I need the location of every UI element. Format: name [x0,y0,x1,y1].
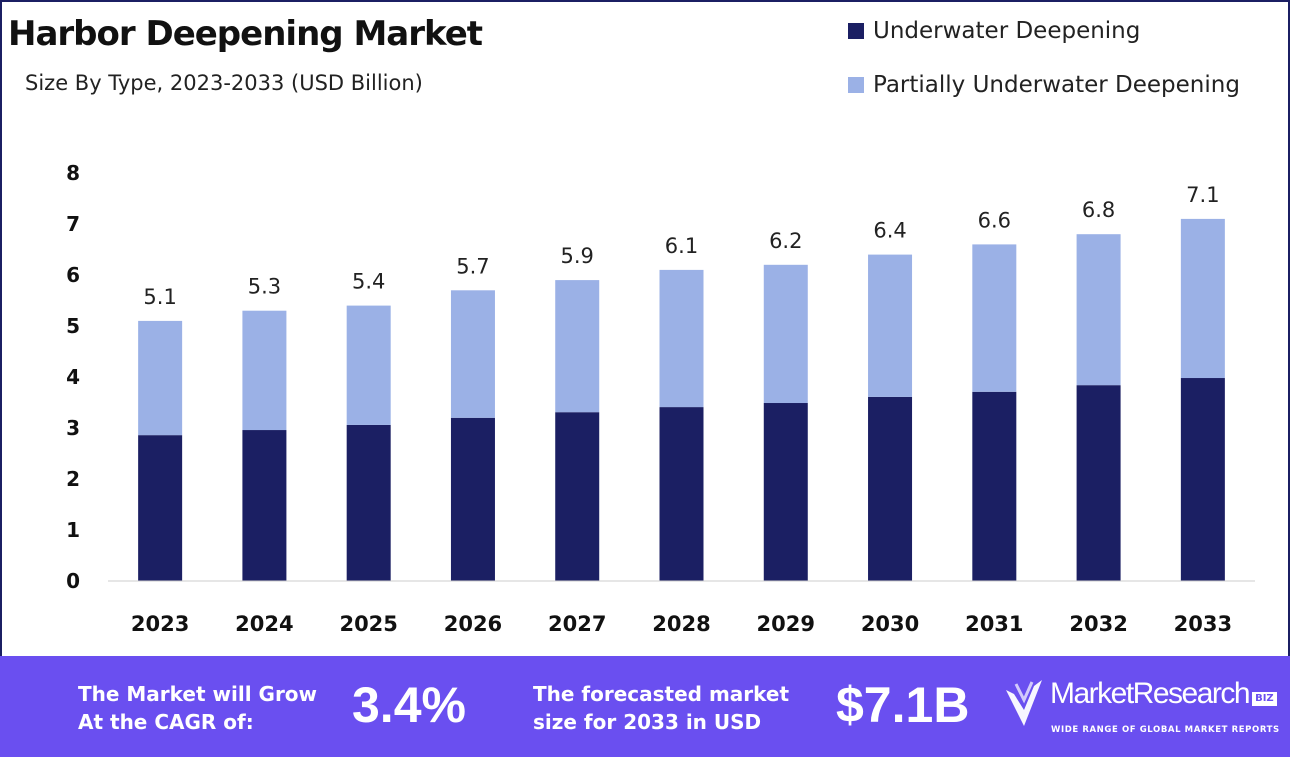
y-tick-label: 1 [66,518,80,542]
x-tick-label: 2023 [131,612,189,636]
bar-partially-underwater [659,269,704,408]
cagr-label-line: At the CAGR of: [78,710,254,734]
bar-underwater [1076,385,1121,581]
bar-partially-underwater [346,305,391,425]
bar-partially-underwater [1180,218,1225,379]
bar-partially-underwater [450,290,495,418]
x-tick-label: 2032 [1069,612,1127,636]
bar-underwater [346,424,391,581]
logo-badge: BIZ [1252,692,1277,706]
bar-underwater [138,435,183,581]
data-label: 6.4 [873,219,906,243]
data-label: 6.8 [1082,198,1115,222]
bar-underwater [659,407,704,581]
data-label: 7.1 [1186,183,1219,207]
y-tick-label: 4 [66,365,80,389]
y-tick-label: 0 [66,569,80,593]
x-tick-label: 2031 [965,612,1023,636]
y-tick-label: 3 [66,416,80,440]
bar-underwater [763,403,808,581]
y-tick-label: 6 [66,263,80,287]
x-tick-label: 2033 [1174,612,1232,636]
logo: MarketResearch BIZ WIDE RANGE OF GLOBAL … [1004,674,1289,744]
data-label: 6.2 [769,229,802,253]
bar-partially-underwater [1076,234,1121,386]
forecast-label-line: size for 2033 in USD [533,710,762,734]
legend-swatch [848,77,864,93]
data-label: 5.7 [456,254,489,278]
y-tick-label: 7 [66,212,80,236]
x-tick-label: 2024 [235,612,293,636]
y-tick-label: 8 [66,161,80,185]
chart-subtitle: Size By Type, 2023-2033 (USD Billion) [25,71,423,95]
footer-banner: The Market will Grow At the CAGR of: 3.4%… [0,656,1290,757]
data-label: 5.1 [143,285,176,309]
x-tick-label: 2030 [861,612,919,636]
logo-text: MarketResearch [1050,677,1251,710]
x-tick-label: 2025 [339,612,397,636]
forecast-value: $7.1B [836,677,970,733]
bar-partially-underwater [972,244,1017,392]
checkmark-logo-icon [1006,680,1042,726]
legend-label: Partially Underwater Deepening [873,72,1240,98]
y-tick-label: 2 [66,467,80,491]
data-label: 6.1 [665,234,698,258]
x-tick-label: 2027 [548,612,606,636]
bar-partially-underwater [138,320,183,436]
data-label: 5.3 [248,275,281,299]
logo-tagline: WIDE RANGE OF GLOBAL MARKET REPORTS [1051,725,1280,735]
bar-underwater [972,391,1017,581]
bar-underwater [242,430,287,581]
bar-underwater [868,396,913,581]
x-tick-label: 2029 [757,612,815,636]
legend-item-partially-underwater: Partially Underwater Deepening [848,72,1240,98]
bar-partially-underwater [868,254,913,397]
y-tick-label: 5 [66,314,80,338]
forecast-label-line: The forecasted market [533,682,790,706]
bar-partially-underwater [555,280,600,413]
cagr-label-line: The Market will Grow [78,682,318,706]
bar-chart: 0 1 2 3 4 5 6 7 8 5.1 2023 5.3 2024 5.4 2025 5.7 2026 5.9… [66,161,1255,636]
data-label: 5.4 [352,270,385,294]
cagr-label: The Market will Grow At the CAGR of: [78,680,317,736]
legend-label: Underwater Deepening [873,18,1141,44]
bar-partially-underwater [242,310,287,431]
bar-partially-underwater [763,264,808,404]
legend-item-underwater: Underwater Deepening [848,18,1140,44]
bar-underwater [450,417,495,581]
data-label: 5.9 [561,244,594,268]
x-tick-label: 2026 [444,612,502,636]
legend-swatch [848,23,864,39]
logo-wordmark: MarketResearch BIZ [1050,676,1277,712]
chart-title: Harbor Deepening Market [8,14,483,54]
forecast-label: The forecasted market size for 2033 in US… [533,680,789,736]
cagr-value: 3.4% [352,677,466,733]
x-tick-label: 2028 [652,612,710,636]
bar-underwater [1180,378,1225,581]
data-label: 6.6 [978,208,1011,232]
bar-underwater [555,412,600,581]
